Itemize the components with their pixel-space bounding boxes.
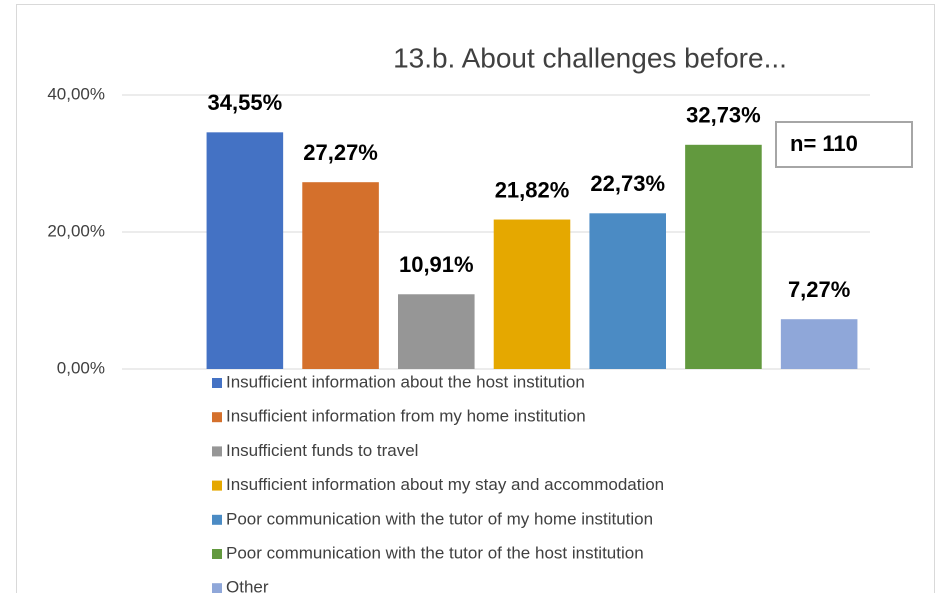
value-label: 10,91% <box>399 252 474 277</box>
y-tick-label: 20,00% <box>47 221 105 240</box>
chart-border <box>16 4 935 593</box>
legend-label: Insufficient information about my stay a… <box>226 475 664 494</box>
annotation-box <box>775 121 913 168</box>
legend-swatch <box>212 378 222 388</box>
legend-label: Other <box>226 578 269 593</box>
legend-swatch <box>212 480 222 491</box>
bar <box>685 144 762 369</box>
legend-swatch <box>212 583 222 593</box>
bar <box>302 182 379 369</box>
bar <box>780 319 858 369</box>
legend-swatch <box>212 412 222 423</box>
value-label: 22,73% <box>590 171 665 196</box>
legend-label: Insufficient information from my home in… <box>226 407 586 426</box>
legend-label: Poor communication with the tutor of the… <box>226 543 644 562</box>
bar <box>589 213 666 369</box>
legend-swatch <box>212 446 222 457</box>
value-label: 27,27% <box>303 140 378 165</box>
legend-swatch <box>212 514 222 525</box>
y-tick-label: 40,00% <box>47 84 105 103</box>
legend-label: Poor communication with the tutor of my … <box>226 509 653 528</box>
y-tick-label: 0,00% <box>57 358 105 377</box>
value-label: 21,82% <box>495 177 570 202</box>
bar <box>398 294 475 369</box>
value-label: 7,27% <box>788 277 850 302</box>
value-label: 32,73% <box>686 103 761 128</box>
legend-label: Insufficient funds to travel <box>226 441 418 460</box>
legend-label: Insufficient information about the host … <box>226 372 585 391</box>
bar <box>206 132 284 369</box>
annotation: n= 110 <box>790 131 858 156</box>
chart-title: 13.b. About challenges before... <box>393 42 787 73</box>
value-label: 34,55% <box>208 90 283 115</box>
bar <box>493 219 571 369</box>
legend-swatch <box>212 549 222 559</box>
